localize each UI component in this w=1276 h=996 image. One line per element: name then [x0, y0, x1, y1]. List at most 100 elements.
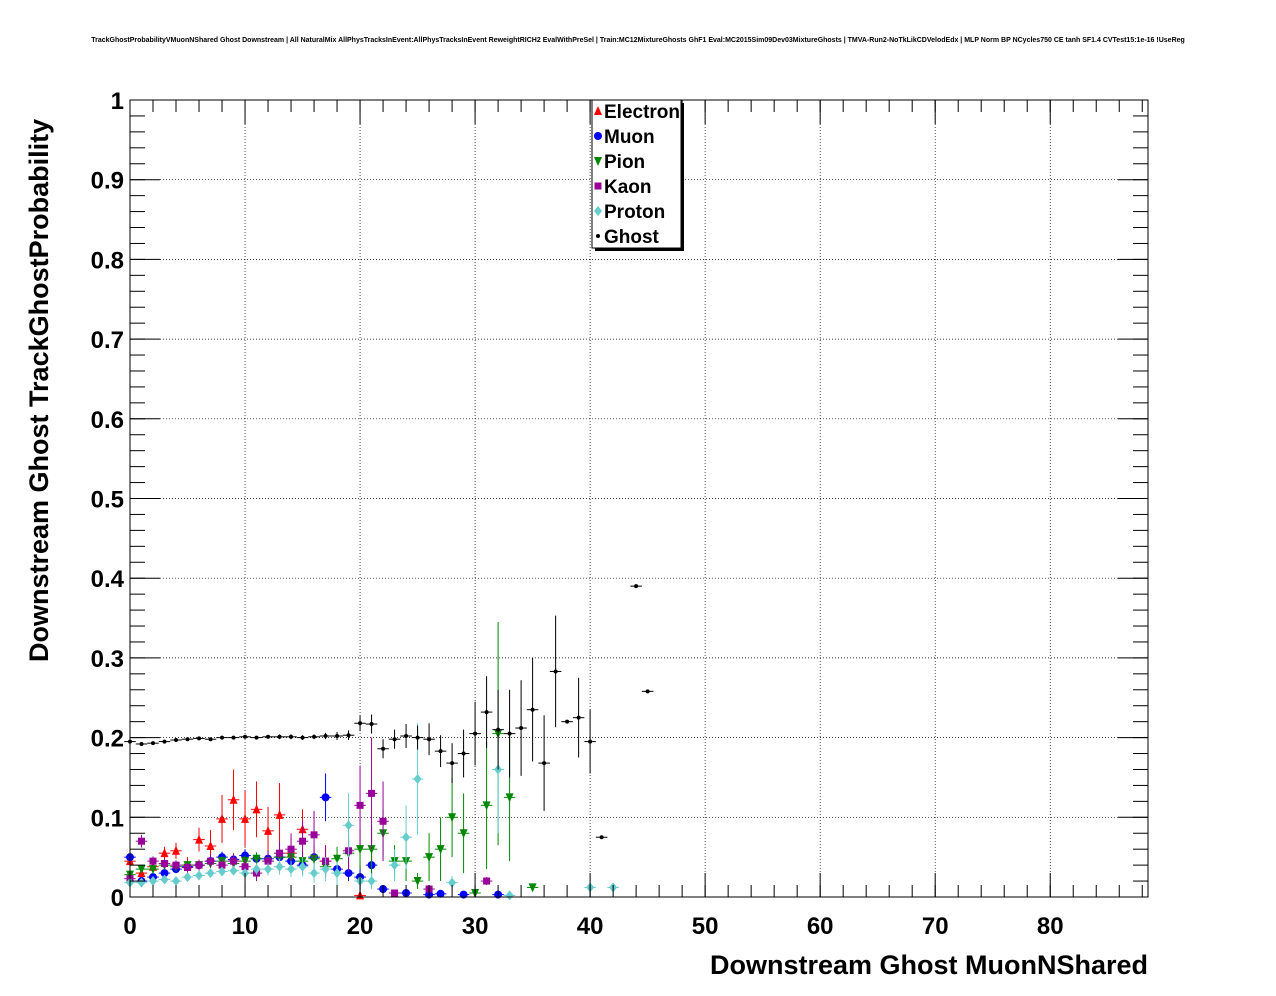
data-point [565, 719, 570, 724]
data-point [172, 861, 180, 869]
data-point [287, 845, 295, 853]
data-point [264, 864, 273, 875]
y-tick-label: 0.9 [91, 168, 124, 195]
data-point [427, 737, 432, 742]
data-point [450, 761, 455, 766]
data-point [138, 837, 146, 845]
data-point [367, 876, 376, 887]
series-proton [124, 705, 619, 901]
data-point [276, 849, 284, 857]
legend-box [591, 99, 682, 249]
data-point [459, 829, 468, 839]
data-point [312, 734, 317, 739]
data-point [172, 876, 181, 887]
data-point [473, 731, 478, 736]
data-point [275, 809, 284, 819]
y-tick-label: 0.8 [91, 247, 124, 274]
data-point [576, 715, 581, 720]
grid [130, 100, 1148, 897]
data-point [220, 735, 225, 740]
data-point [368, 789, 376, 797]
legend-label-pion: Pion [604, 152, 645, 173]
data-point [425, 853, 434, 863]
data-point [645, 689, 650, 694]
data-point [438, 749, 443, 754]
data-point [161, 860, 169, 868]
data-point [448, 813, 457, 823]
data-point [483, 877, 491, 885]
legend-marker-kaon [594, 182, 602, 190]
data-point [195, 861, 203, 869]
data-point [206, 868, 215, 879]
legend-marker-muon [594, 132, 602, 140]
data-point [505, 890, 514, 901]
y-axis-title: Downstream Ghost TrackGhostProbability [24, 119, 54, 662]
data-point [436, 845, 445, 855]
data-point [484, 710, 489, 715]
y-tick-label: 0.1 [91, 805, 124, 832]
data-point [310, 831, 318, 839]
data-point [230, 857, 238, 865]
data-point [206, 840, 215, 850]
data-point [344, 820, 353, 831]
data-point [149, 876, 158, 887]
data-point [208, 737, 213, 742]
data-point [391, 889, 399, 897]
data-point [231, 735, 236, 740]
data-point [379, 817, 387, 825]
data-point [252, 854, 261, 864]
axes: 0 10 20 30 40 50 60 70 80 0 0.1 0.2 0.3 0.4 0.5 0.6 0.7 0… [91, 88, 1148, 940]
data-point [229, 865, 238, 876]
y-tick-label: 0 [111, 885, 124, 912]
x-tick-label: 60 [807, 913, 834, 940]
legend: Electron Muon Pion Kaon Proton Ghost [591, 99, 684, 251]
data-point [137, 865, 146, 875]
data-point [277, 734, 282, 739]
data-point [139, 741, 144, 746]
data-point [299, 837, 307, 845]
data-point [172, 845, 181, 855]
legend-label-ghost: Ghost [604, 227, 660, 248]
data-point [252, 804, 261, 814]
legend-label-kaon: Kaon [604, 177, 652, 198]
data-point [310, 854, 319, 864]
data-point [356, 801, 364, 809]
data-point [542, 761, 547, 766]
data-point [381, 746, 386, 751]
data-point [241, 813, 250, 823]
data-point [346, 733, 351, 738]
y-tick-label: 0.7 [91, 327, 124, 354]
data-point [321, 793, 330, 802]
series-ghost [124, 584, 654, 840]
data-point [137, 877, 146, 888]
legend-label-proton: Proton [604, 202, 665, 223]
data-point [160, 874, 169, 885]
data-point [404, 734, 409, 739]
y-tick-label: 0.2 [91, 726, 124, 753]
data-point [496, 727, 501, 732]
data-point [356, 845, 365, 855]
data-point [252, 864, 261, 875]
data-point [185, 737, 190, 742]
data-point [195, 834, 204, 844]
data-point [461, 751, 466, 756]
series-pion [124, 622, 539, 899]
x-axis-title: Downstream Ghost MuonNShared [710, 950, 1148, 980]
data-point [358, 721, 363, 726]
data-point [195, 870, 204, 881]
data-point [174, 737, 179, 742]
x-tick-label: 0 [123, 913, 136, 940]
data-point [266, 734, 271, 739]
data-point [151, 741, 156, 746]
legend-label-muon: Muon [604, 127, 655, 148]
data-point [149, 857, 157, 865]
data-point [218, 861, 226, 869]
data-point [254, 735, 259, 740]
data-point [218, 813, 227, 823]
legend-marker-electron [594, 106, 602, 115]
data-point [197, 736, 202, 741]
data-point [588, 739, 593, 744]
y-tick-label: 0.3 [91, 646, 124, 673]
data-point [264, 825, 273, 835]
y-tick-label: 0.5 [91, 487, 124, 514]
